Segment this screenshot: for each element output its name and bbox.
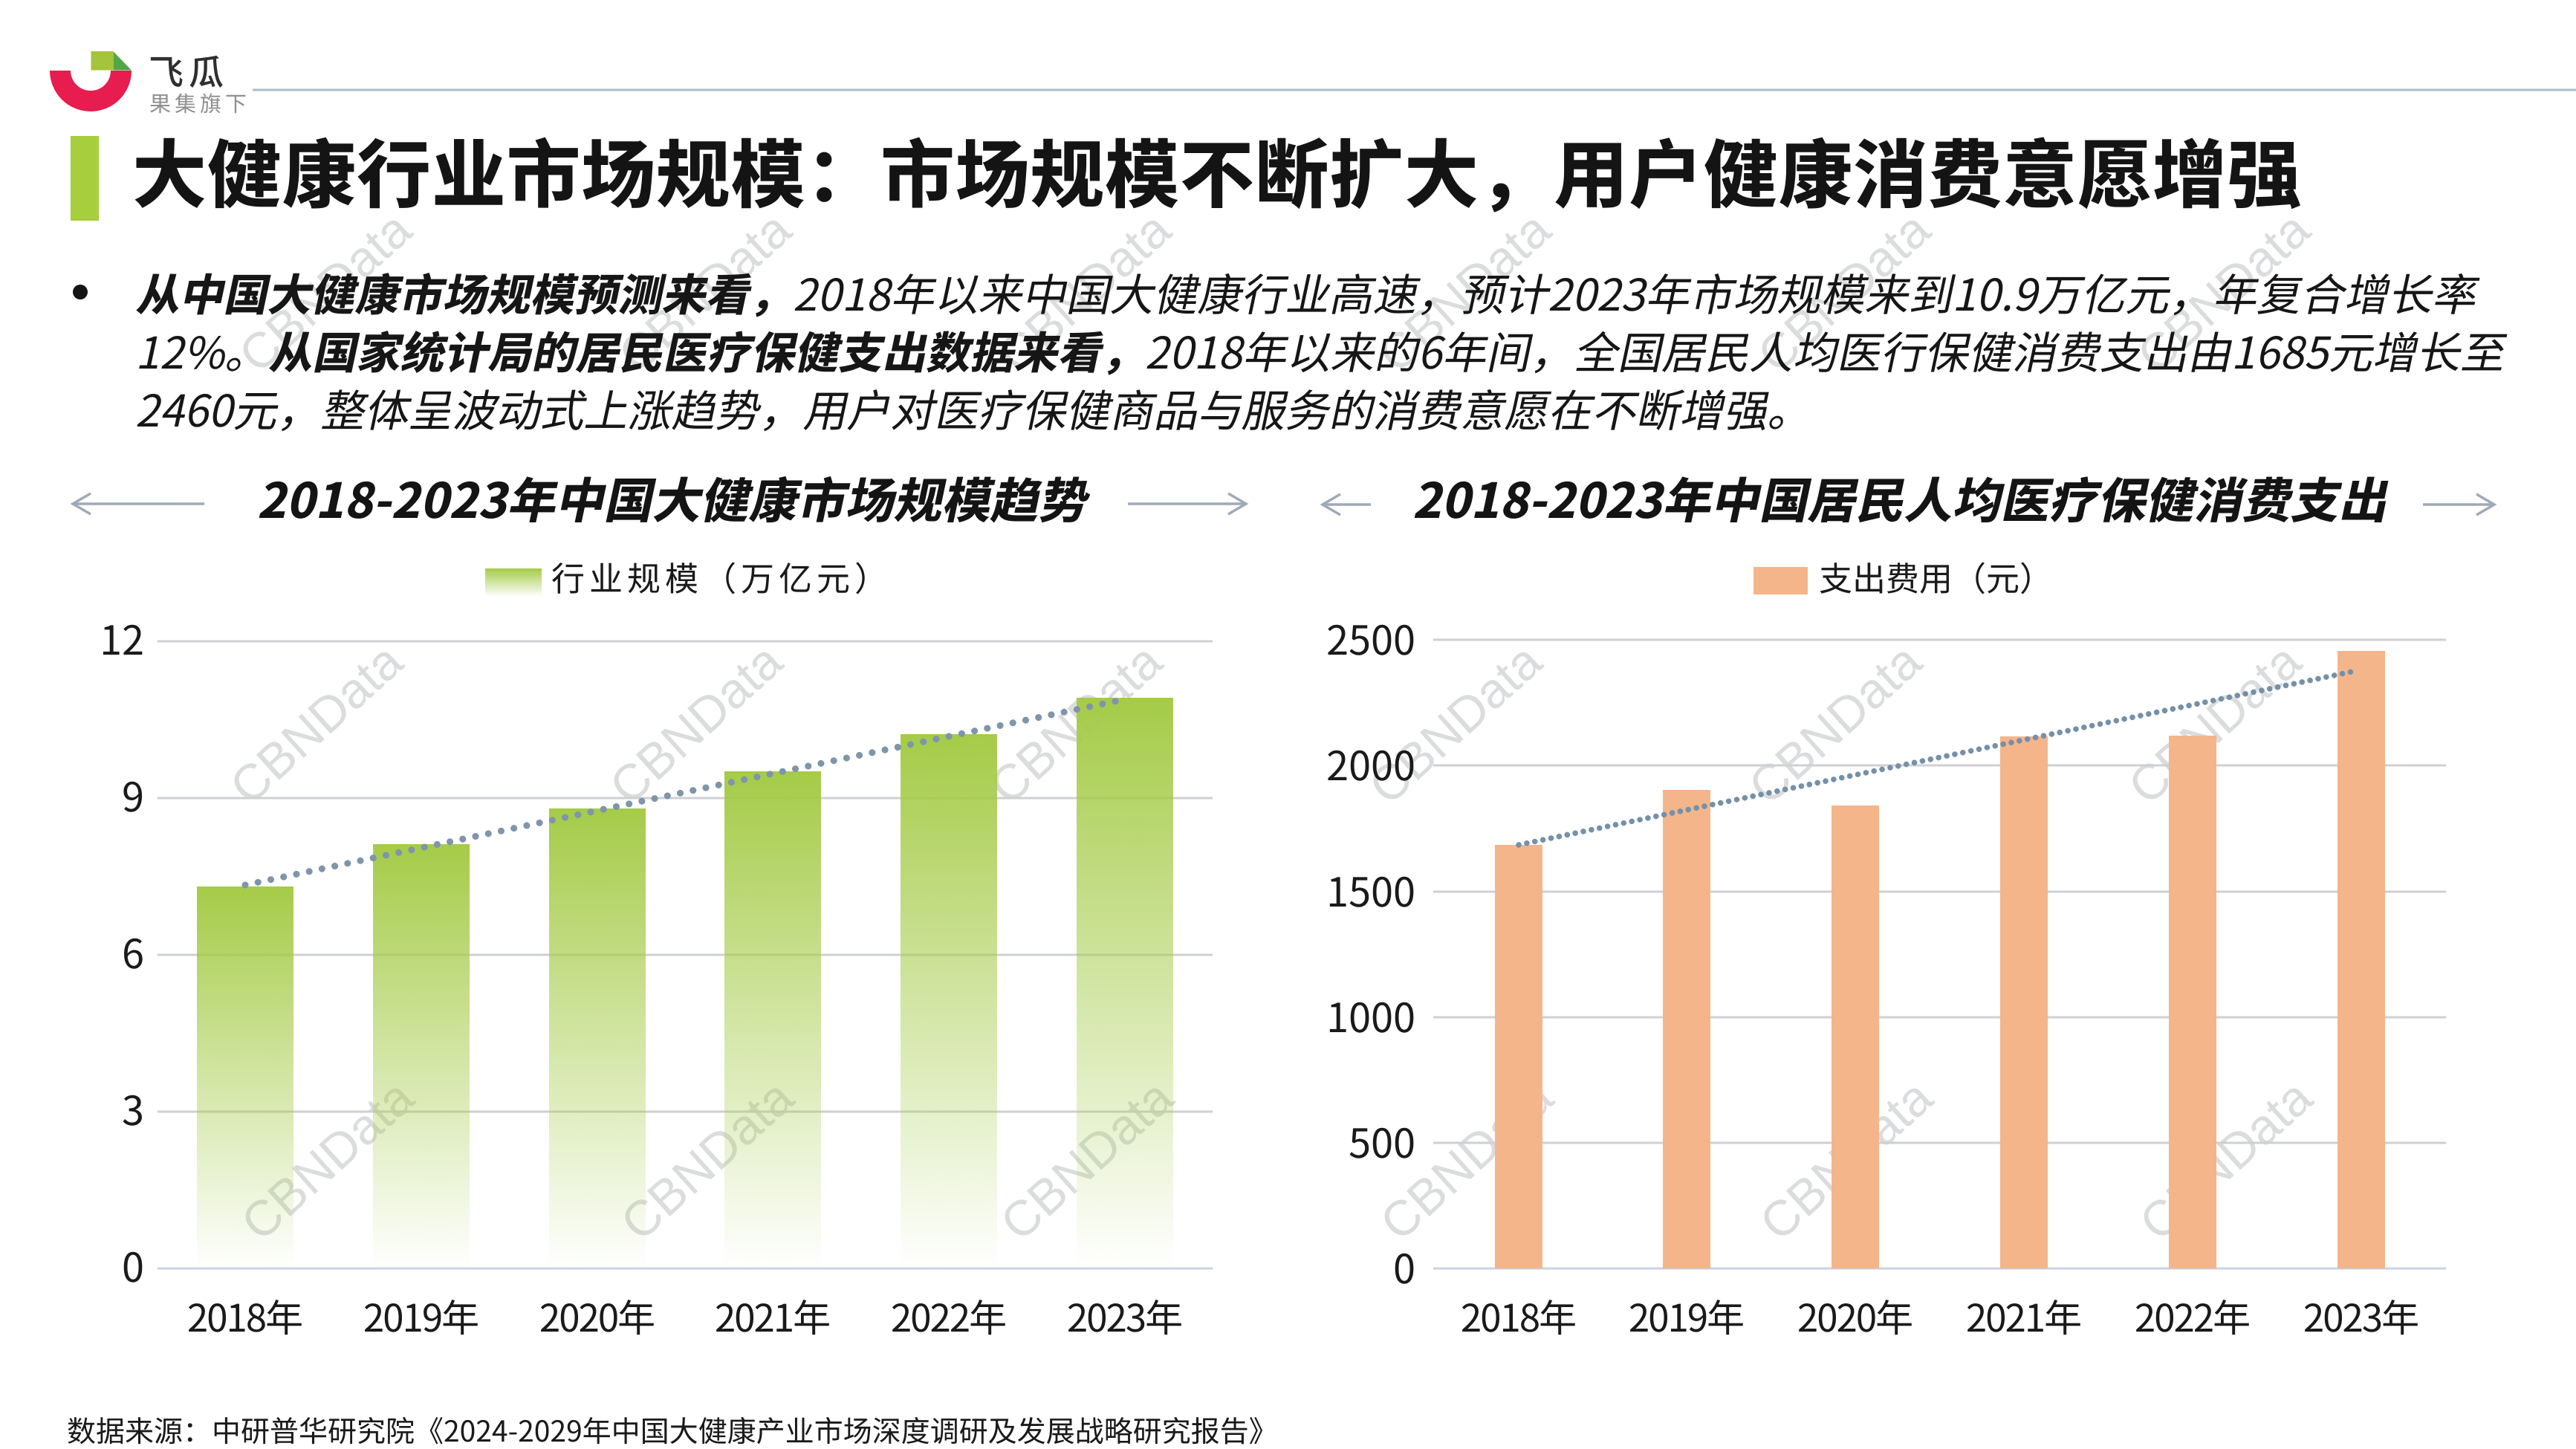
svg-text:CBNData: CBNData <box>1368 201 1562 383</box>
svg-text:CBNData: CBNData <box>220 632 414 815</box>
svg-text:CBNData: CBNData <box>1739 632 1933 815</box>
svg-text:CBNData: CBNData <box>2129 1069 2323 1251</box>
svg-text:CBNData: CBNData <box>1359 632 1553 815</box>
